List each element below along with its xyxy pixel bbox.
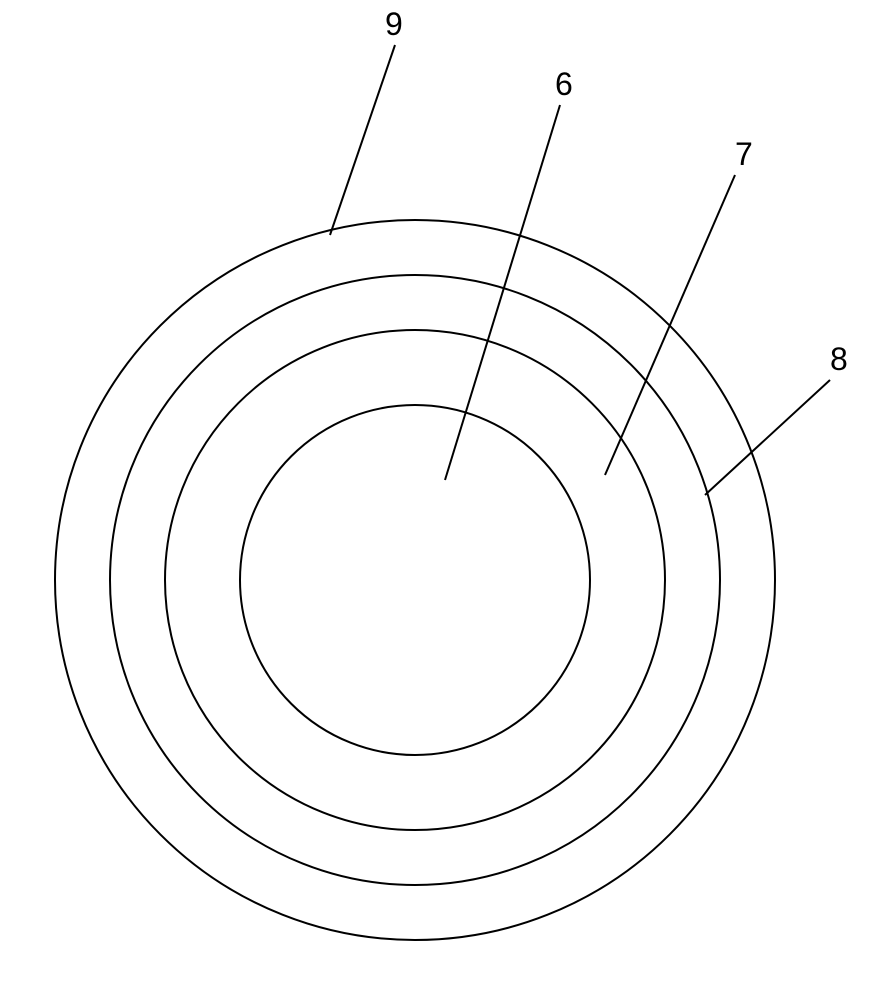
circle-ring-0 <box>240 405 590 755</box>
leader-line-8 <box>705 380 830 495</box>
leader-line-9 <box>330 45 395 235</box>
leader-line-6 <box>445 105 560 480</box>
circle-ring-2 <box>110 275 720 885</box>
leader-line-7 <box>605 175 735 475</box>
circle-ring-3 <box>55 220 775 940</box>
concentric-diagram: 9 6 7 8 <box>0 0 871 1000</box>
label-7: 7 <box>735 136 753 172</box>
label-9: 9 <box>385 6 403 42</box>
diagram-container: 9 6 7 8 <box>0 0 871 1000</box>
label-8: 8 <box>830 341 848 377</box>
label-6: 6 <box>555 66 573 102</box>
